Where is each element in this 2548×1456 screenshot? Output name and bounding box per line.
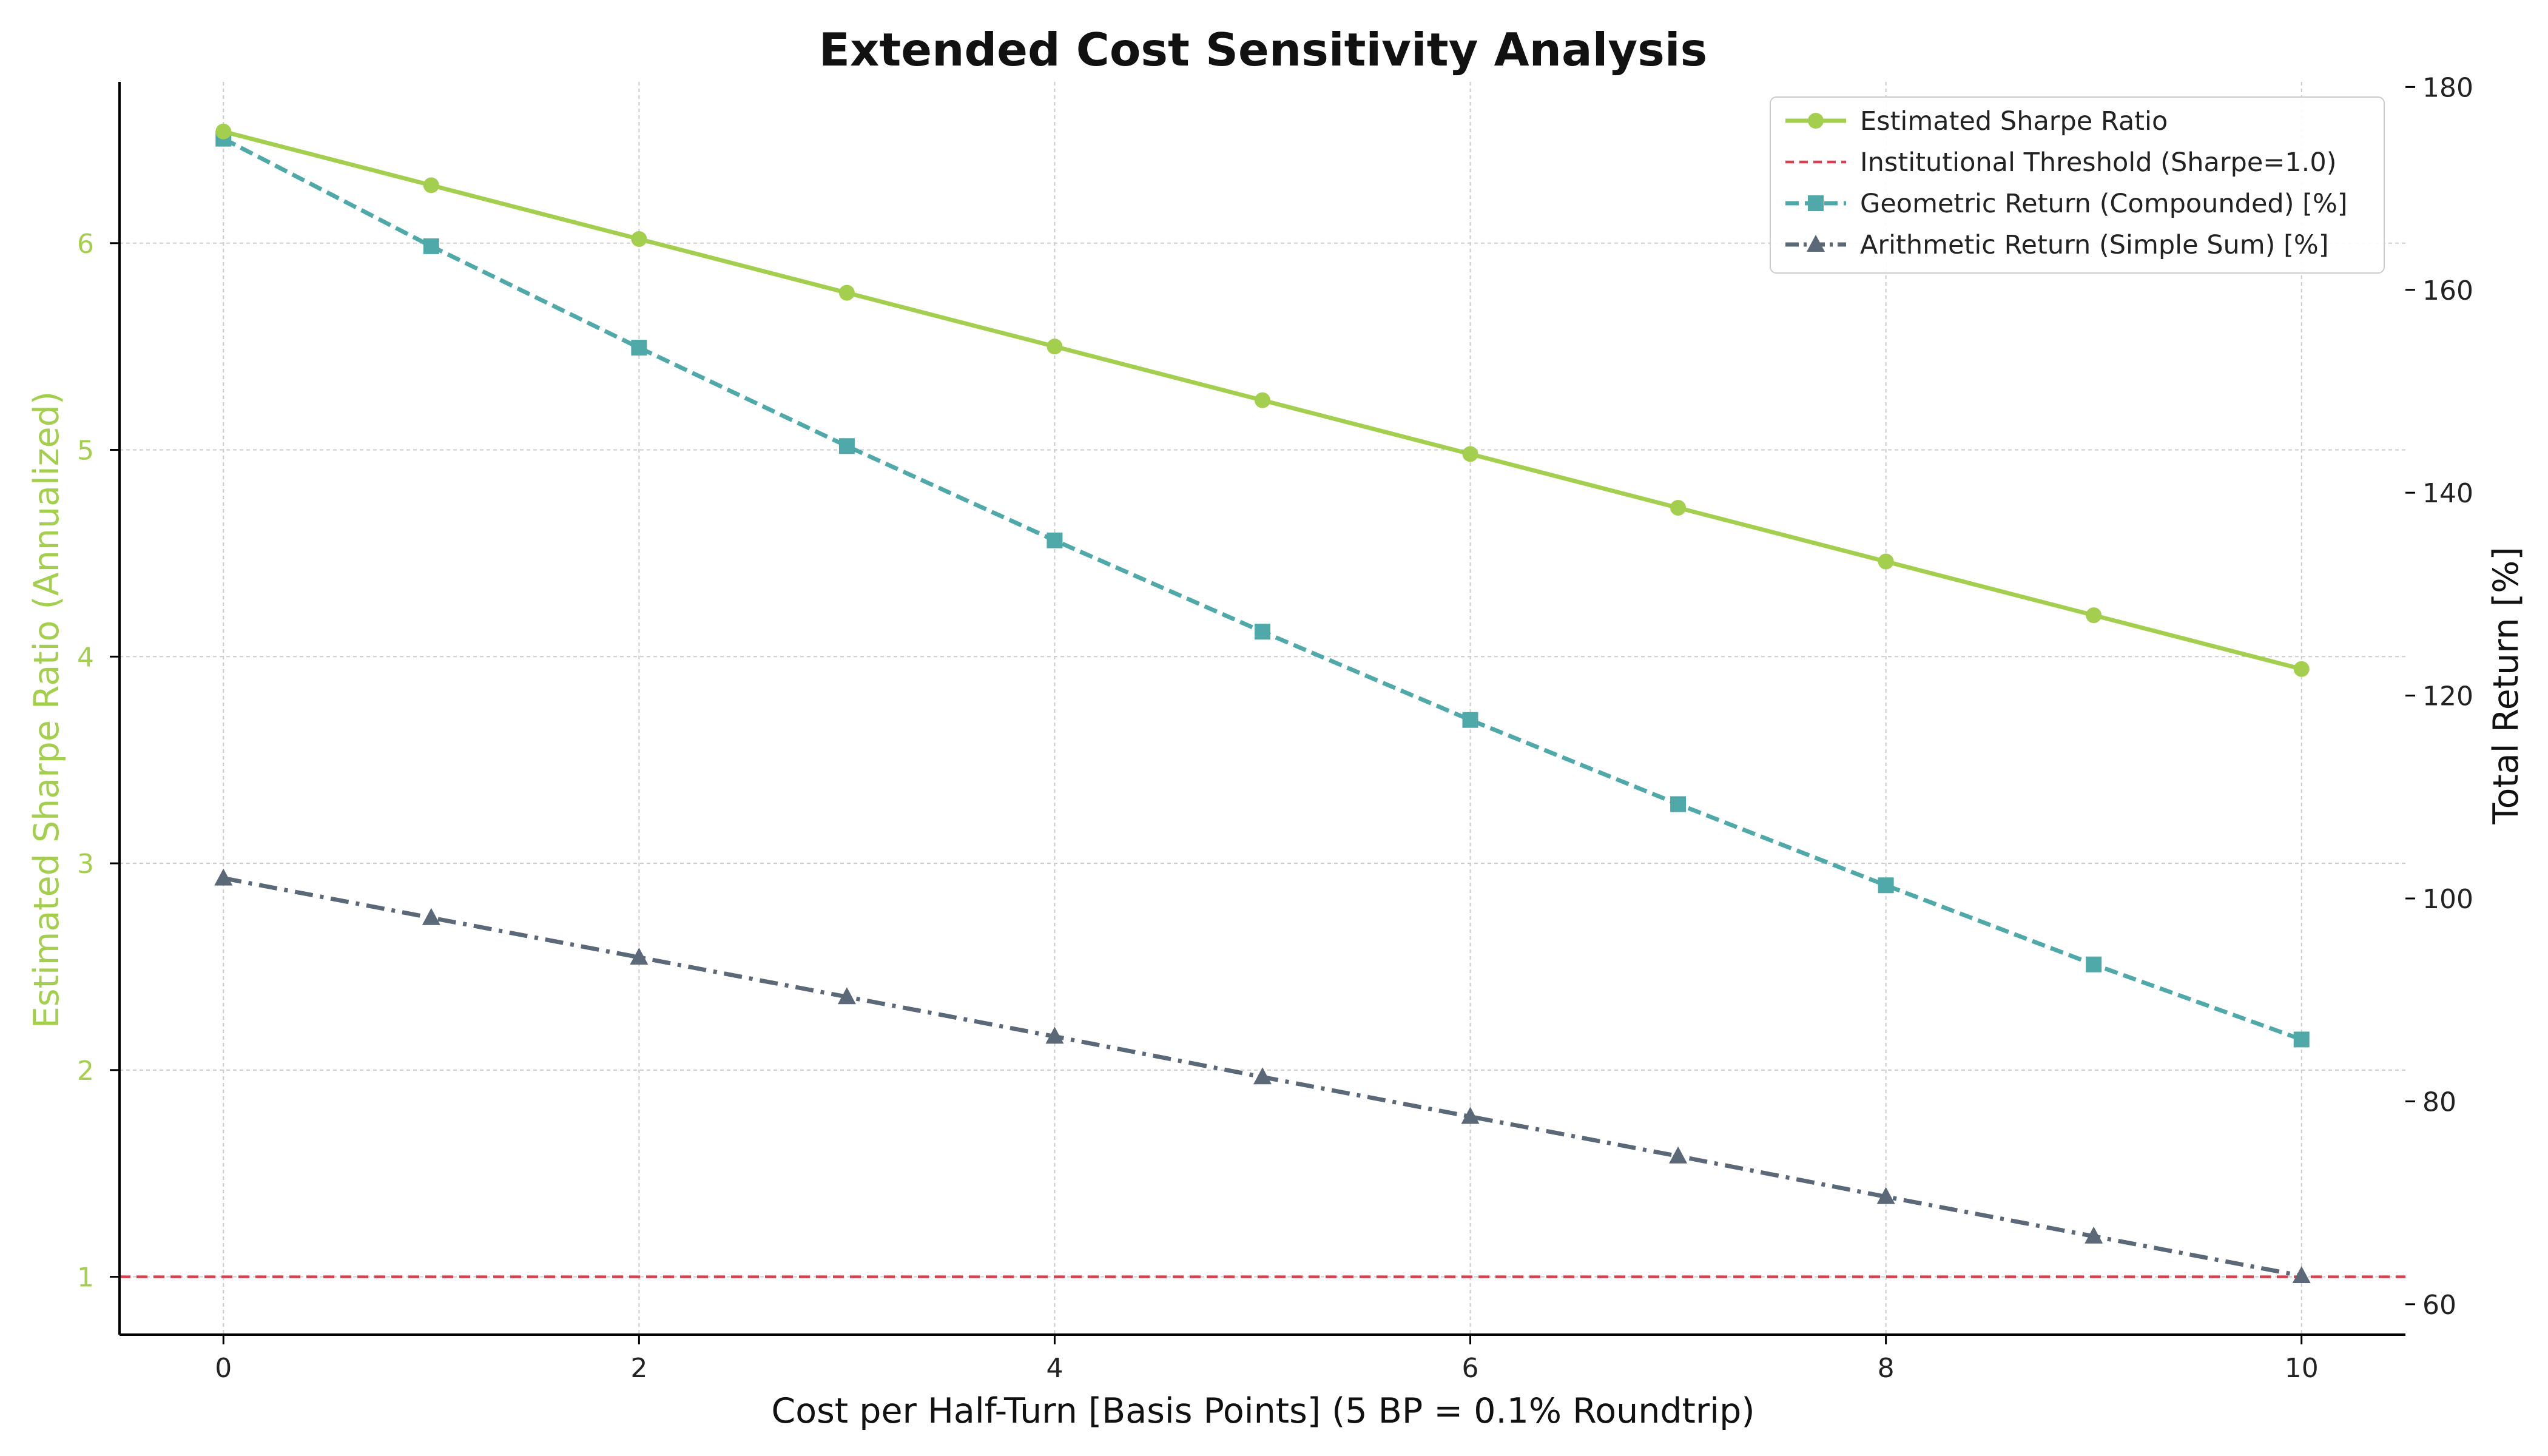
y-right-tick-label: 120 bbox=[2422, 681, 2473, 712]
geometric-point bbox=[2293, 1031, 2310, 1048]
sharpe-point bbox=[215, 123, 232, 140]
y-right-tick-label: 140 bbox=[2422, 478, 2473, 509]
arithmetic-point bbox=[1253, 1067, 1272, 1085]
x-tick-label: 6 bbox=[1462, 1353, 1479, 1384]
x-tick-label: 8 bbox=[1878, 1353, 1895, 1384]
arithmetic-point bbox=[1461, 1107, 1480, 1124]
y-left-tick-label: 6 bbox=[77, 229, 94, 260]
sharpe-point bbox=[838, 285, 855, 301]
arithmetic-point bbox=[1669, 1146, 1688, 1164]
sharpe-point bbox=[2086, 607, 2102, 624]
arithmetic-point bbox=[1876, 1187, 1895, 1204]
geometric-point bbox=[423, 238, 439, 254]
legend-marker-sharpe bbox=[1808, 113, 1824, 129]
series-layer bbox=[214, 123, 2311, 1284]
arithmetic-point bbox=[214, 868, 233, 886]
y-axis-label-right: Total Return [%] bbox=[2486, 547, 2526, 824]
y-right-tick-label: 180 bbox=[2422, 72, 2473, 103]
chart-title: Extended Cost Sensitivity Analysis bbox=[819, 23, 1708, 76]
arithmetic-point bbox=[2292, 1266, 2311, 1284]
geometric-point bbox=[1255, 624, 1270, 640]
sharpe-point bbox=[1670, 499, 1687, 516]
sharpe-point bbox=[631, 231, 647, 247]
geometric-point bbox=[1878, 877, 1894, 894]
geometric-point bbox=[2086, 956, 2102, 972]
arithmetic-point bbox=[630, 947, 649, 965]
geometric-point bbox=[1462, 712, 1478, 728]
legend: Estimated Sharpe Ratio Institutional Thre… bbox=[1770, 96, 2385, 274]
legend-marker-geometric bbox=[1808, 195, 1824, 211]
y-left-tick-label: 2 bbox=[77, 1056, 94, 1087]
geometric-point bbox=[631, 340, 647, 356]
geometric-point bbox=[1046, 532, 1063, 548]
y-axis-label-left: Estimated Sharpe Ratio (Annualized) bbox=[27, 391, 67, 1028]
legend-label-threshold: Institutional Threshold (Sharpe=1.0) bbox=[1860, 147, 2336, 178]
x-tick-label: 4 bbox=[1046, 1353, 1063, 1384]
y-left-tick-label: 4 bbox=[77, 642, 94, 673]
arithmetic-point bbox=[422, 908, 440, 925]
y-left-tick-label: 1 bbox=[77, 1262, 94, 1293]
sharpe-point bbox=[1046, 339, 1063, 355]
geometric-point bbox=[1670, 796, 1687, 812]
legend-label-sharpe: Estimated Sharpe Ratio bbox=[1860, 106, 2168, 136]
axes bbox=[110, 82, 2415, 1344]
x-tick-label: 0 bbox=[215, 1353, 232, 1384]
legend-label-geometric: Geometric Return (Compounded) [%] bbox=[1860, 189, 2348, 219]
y-right-tick-label: 80 bbox=[2422, 1087, 2456, 1117]
x-tick-label: 10 bbox=[2285, 1353, 2319, 1384]
y-right-tick-label: 60 bbox=[2422, 1290, 2456, 1321]
y-right-tick-label: 160 bbox=[2422, 275, 2473, 306]
sharpe-point bbox=[1462, 446, 1478, 462]
arithmetic-point bbox=[2085, 1226, 2103, 1244]
arithmetic-point bbox=[1045, 1026, 1064, 1044]
legend-marker-arithmetic bbox=[1807, 235, 1825, 252]
legend-box bbox=[1770, 96, 2385, 274]
arithmetic-point bbox=[837, 987, 856, 1005]
y-left-tick-label: 3 bbox=[77, 849, 94, 880]
sharpe-point bbox=[1255, 392, 1270, 408]
x-tick-label: 2 bbox=[630, 1353, 647, 1384]
y-right-tick-label: 100 bbox=[2422, 884, 2473, 915]
y-left-tick-label: 5 bbox=[77, 436, 94, 467]
geometric-point bbox=[838, 438, 855, 454]
sharpe-point bbox=[423, 177, 439, 194]
legend-label-arithmetic: Arithmetic Return (Simple Sum) [%] bbox=[1860, 230, 2329, 260]
sharpe-point bbox=[1878, 553, 1894, 570]
x-axis-label: Cost per Half-Turn [Basis Points] (5 BP … bbox=[771, 1391, 1754, 1431]
sharpe-point bbox=[2293, 661, 2310, 677]
